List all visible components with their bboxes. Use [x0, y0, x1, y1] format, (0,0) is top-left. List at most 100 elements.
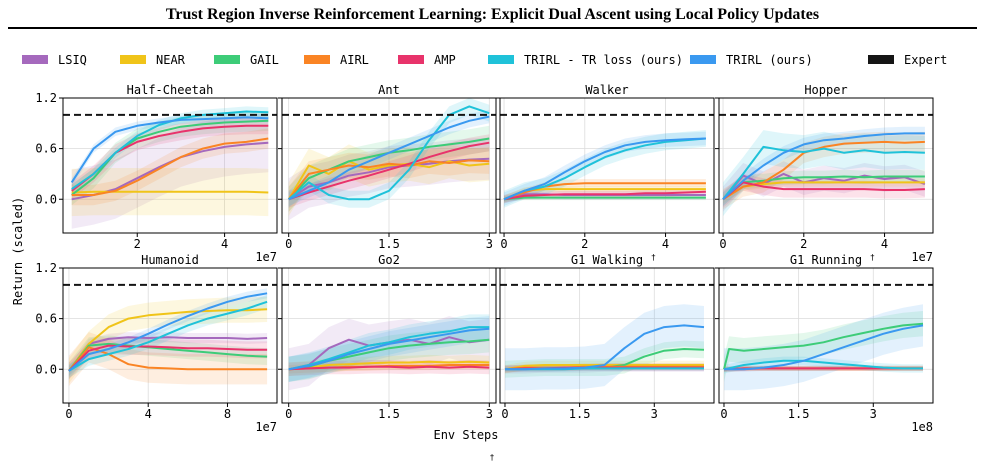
series-line	[68, 346, 268, 372]
panel-humanoid	[59, 267, 278, 407]
panel-title: Go2	[378, 253, 400, 267]
series-band	[723, 161, 925, 212]
plot-area	[63, 283, 277, 387]
legend-swatch	[22, 55, 48, 64]
legend-label: GAIL	[250, 53, 279, 67]
y-tick-label: 1.2	[35, 261, 57, 275]
series-line	[722, 145, 925, 200]
legend-label: AIRL	[340, 53, 369, 67]
series-line	[68, 336, 268, 372]
y-tick-label: 1.2	[35, 91, 57, 105]
x-offset-label: 1e7	[255, 250, 277, 264]
footnote-marker: †	[490, 453, 495, 461]
x-tick-label: 1.5	[378, 237, 400, 251]
panel-title: Ant	[378, 83, 400, 97]
x-tick-label: 4	[662, 237, 669, 251]
series-line	[288, 327, 490, 371]
plot-area	[500, 283, 714, 391]
x-tick-label: 3	[486, 237, 493, 251]
legend-label: NEAR	[156, 53, 186, 67]
x-tick-label: 4	[881, 237, 888, 251]
x-offset-label: 1e8	[911, 420, 933, 434]
series-line	[723, 322, 924, 370]
plot-area	[282, 98, 496, 221]
plot-area	[282, 283, 496, 391]
y-axis-label: Return (scaled)	[11, 197, 25, 305]
series-line	[68, 344, 268, 372]
panel-title-mark: †	[870, 253, 875, 262]
x-tick-label: 0	[501, 407, 508, 421]
panel-frame	[499, 267, 715, 404]
series-line	[71, 119, 269, 196]
series-band	[288, 98, 490, 208]
plot-area	[719, 283, 933, 391]
panel-frame	[718, 267, 934, 404]
panel-g1-running	[715, 267, 934, 407]
x-tick-label: 8	[224, 407, 231, 421]
series-line	[71, 137, 269, 196]
series-line	[505, 324, 705, 371]
plot-area	[63, 106, 277, 229]
series-line	[288, 141, 490, 201]
plot-area	[500, 113, 714, 208]
series-line	[503, 196, 706, 201]
series-line	[722, 175, 925, 201]
series-line	[503, 137, 706, 201]
x-tick-label: 2	[581, 237, 588, 251]
series-band	[724, 311, 923, 382]
series-band	[288, 125, 490, 212]
panel-walker	[496, 97, 715, 237]
panel-go2	[278, 267, 497, 407]
panel-title: Humanoid	[141, 253, 199, 267]
panel-title: Walker	[585, 83, 628, 97]
panel-half-cheetah	[59, 97, 278, 237]
series-band	[71, 113, 269, 187]
y-tick-label: 0.6	[35, 312, 57, 326]
series-line	[503, 188, 706, 201]
panel-frame	[718, 97, 934, 234]
x-axis-label: Env Steps	[433, 428, 498, 442]
series-line	[288, 157, 490, 201]
series-band	[71, 106, 269, 195]
series-band	[68, 296, 268, 384]
x-tick-label: 1.5	[569, 407, 591, 421]
x-tick-label: 0	[720, 407, 727, 421]
legend-swatch	[398, 55, 424, 64]
series-line	[503, 190, 706, 201]
x-tick-label: 4	[145, 407, 152, 421]
y-tick-label: 0.0	[35, 362, 57, 376]
figure-title: Trust Region Inverse Reinforcement Learn…	[165, 6, 820, 23]
legend-swatch-expert	[868, 55, 894, 64]
x-tick-label: 4	[221, 237, 228, 251]
series-line	[724, 324, 924, 371]
series-line	[68, 300, 268, 372]
series-line	[68, 292, 268, 372]
series-line	[287, 159, 490, 200]
series-band	[505, 304, 704, 391]
legend-label: AMP	[434, 53, 456, 67]
x-offset-label: 1e7	[911, 250, 933, 264]
panel-hopper	[715, 97, 934, 237]
x-tick-label: 0	[285, 237, 292, 251]
plot-area	[719, 113, 933, 217]
series-line	[288, 115, 490, 201]
panel-g1-walking	[496, 267, 715, 407]
series-line	[288, 105, 490, 201]
series-line	[723, 359, 923, 371]
series-band	[71, 113, 269, 229]
series-band	[68, 332, 268, 376]
y-tick-label: 0.0	[35, 192, 57, 206]
series-band	[288, 134, 490, 208]
x-tick-label: 1.5	[378, 407, 400, 421]
panel-title: G1 Walking	[571, 253, 643, 267]
series-line	[68, 342, 268, 372]
series-band	[723, 178, 925, 204]
series-line	[288, 326, 490, 371]
series-line	[288, 365, 490, 371]
series-line	[722, 140, 925, 201]
legend-swatch	[120, 55, 146, 64]
x-tick-label: 0	[719, 237, 726, 251]
x-tick-label: 2	[134, 237, 141, 251]
title-rule	[8, 27, 977, 29]
x-tick-label: 1.5	[788, 407, 810, 421]
